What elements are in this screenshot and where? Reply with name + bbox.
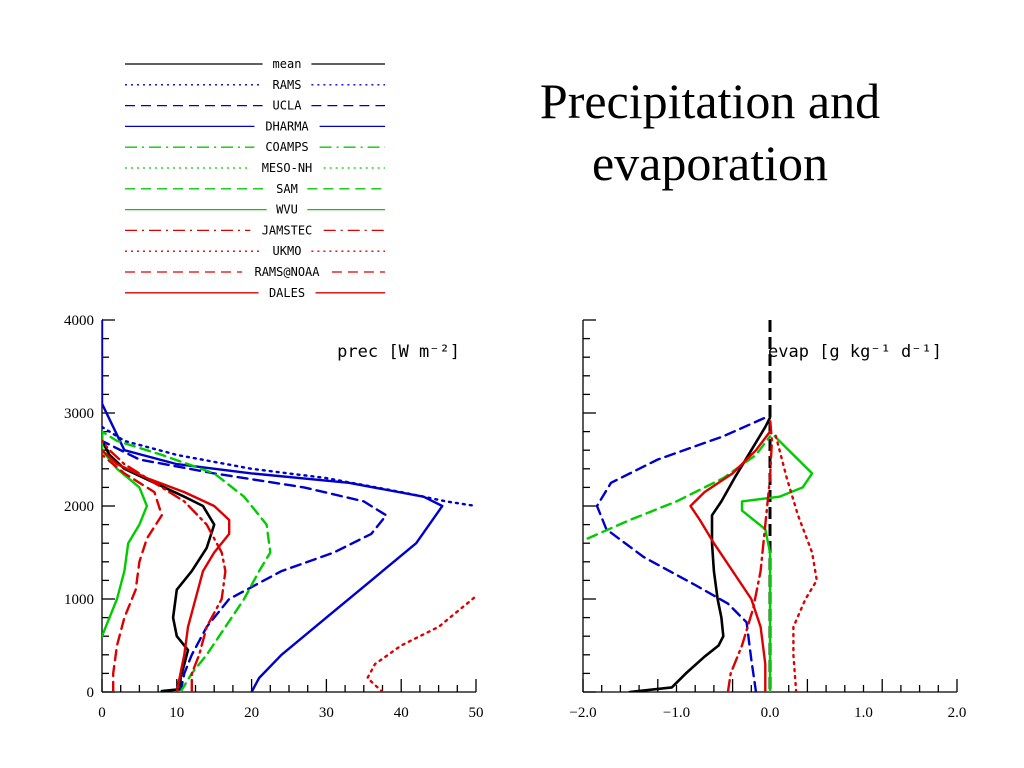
legend-label: UKMO bbox=[273, 244, 302, 258]
x-tick-label: 30 bbox=[319, 705, 334, 721]
legend-entry-dales: DALES bbox=[125, 286, 385, 300]
panel-label: evap [g kg⁻¹ d⁻¹] bbox=[768, 342, 942, 362]
legend-label: COAMPS bbox=[265, 140, 308, 154]
legend-entry-dharma: DHARMA bbox=[125, 119, 385, 133]
legend-label: DALES bbox=[269, 286, 305, 300]
panel-label: prec [W m⁻²] bbox=[337, 342, 460, 362]
series-jamstec bbox=[102, 439, 227, 692]
x-tick-label: −2.0 bbox=[569, 705, 596, 721]
slide-title-line-1: Precipitation and bbox=[539, 73, 881, 129]
x-tick-label: 20 bbox=[244, 705, 259, 721]
x-tick-label: −1.0 bbox=[663, 705, 690, 721]
series-jamstec bbox=[726, 416, 774, 692]
legend-entry-meso-nh: MESO-NH bbox=[125, 161, 385, 175]
series-rams-noaa bbox=[102, 453, 163, 692]
legend-label: mean bbox=[273, 57, 302, 71]
legend-entry-ukmo: UKMO bbox=[125, 244, 385, 258]
y-tick-label: 2000 bbox=[64, 499, 94, 515]
legend-entry-ucla: UCLA bbox=[125, 99, 385, 113]
x-tick-label: 0.0 bbox=[761, 705, 780, 721]
legend-label: MESO-NH bbox=[262, 161, 313, 175]
x-tick-label: 50 bbox=[469, 705, 484, 721]
series-dales bbox=[102, 449, 231, 692]
legend-entry-rams: RAMS bbox=[125, 78, 385, 92]
legend: mean RAMS UCLA DHARMA COAMPS MESO-NH SAM WVU JAM… bbox=[125, 57, 385, 300]
x-tick-label: 2.0 bbox=[948, 705, 967, 721]
legend-entry-rams-noaa: RAMS@NOAA bbox=[125, 265, 385, 279]
series-ukmo bbox=[773, 430, 818, 692]
prec-panel: 0 1000 2000 3000 4000 0 10 20 30 40 50 prec [W m⁻²] bbox=[64, 313, 484, 721]
series-dales bbox=[689, 430, 772, 692]
series-sam bbox=[102, 430, 272, 692]
legend-label: RAMS bbox=[273, 78, 302, 92]
x-tick-label: 0 bbox=[98, 705, 106, 721]
legend-entry-mean: mean bbox=[125, 57, 385, 71]
y-tick-label: 1000 bbox=[64, 592, 94, 608]
y-tick-label: 0 bbox=[87, 685, 95, 701]
series-wvu bbox=[740, 435, 814, 692]
legend-label: WVU bbox=[276, 203, 298, 217]
series-dharma bbox=[102, 318, 444, 692]
legend-entry-coamps: COAMPS bbox=[125, 140, 385, 154]
series-sam bbox=[586, 435, 772, 540]
evap-panel: −2.0 −1.0 0.0 1.0 2.0 evap [g kg⁻¹ d⁻¹] bbox=[569, 319, 967, 721]
legend-label: DHARMA bbox=[265, 119, 309, 133]
series-ucla bbox=[102, 439, 388, 692]
x-tick-label: 40 bbox=[394, 705, 409, 721]
legend-label: UCLA bbox=[273, 99, 303, 113]
axes bbox=[582, 319, 958, 693]
y-tick-label: 4000 bbox=[64, 313, 94, 329]
series-ukmo bbox=[366, 595, 478, 692]
series-wvu bbox=[102, 430, 149, 638]
slide-title-line-2: evaporation bbox=[591, 135, 828, 191]
x-tick-label: 10 bbox=[169, 705, 184, 721]
x-tick-label: 1.0 bbox=[854, 705, 873, 721]
legend-label: JAMSTEC bbox=[262, 223, 313, 237]
legend-label: SAM bbox=[276, 182, 298, 196]
legend-entry-jamstec: JAMSTEC bbox=[125, 223, 385, 237]
legend-entry-sam: SAM bbox=[125, 182, 385, 196]
y-tick-label: 3000 bbox=[64, 406, 94, 422]
legend-entry-wvu: WVU bbox=[125, 203, 385, 217]
legend-label: RAMS@NOAA bbox=[254, 265, 320, 279]
series-rams bbox=[102, 425, 478, 508]
slide-title: Precipitation and evaporation bbox=[470, 70, 950, 194]
